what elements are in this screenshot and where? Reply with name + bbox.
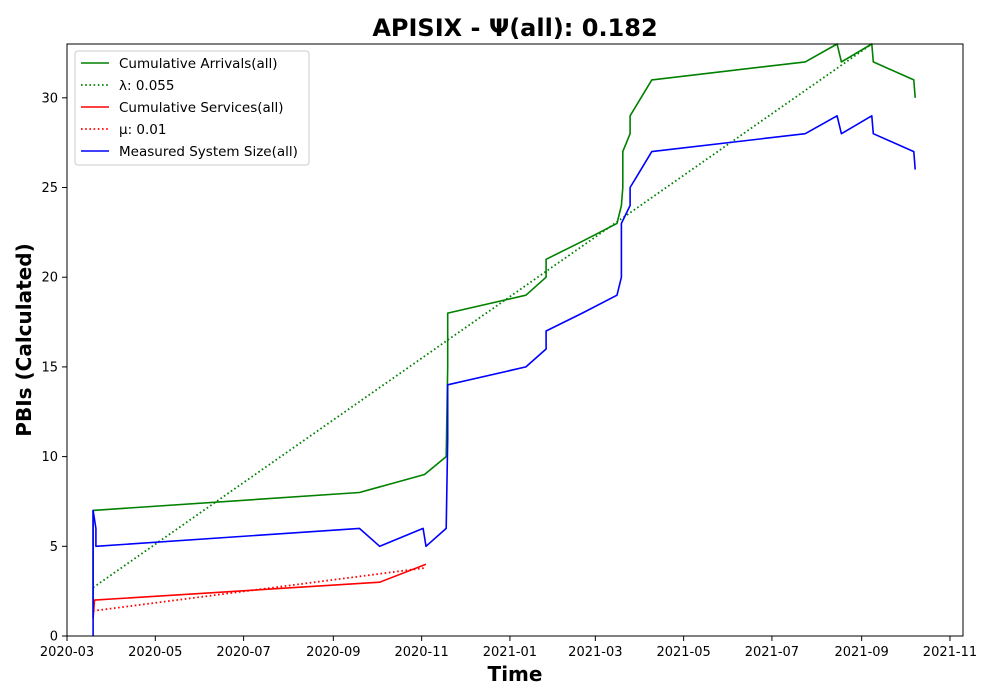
series-line-2: [92, 563, 427, 619]
x-tick-label: 2020-03: [40, 645, 94, 660]
x-tick-label: 2021-01: [483, 645, 537, 660]
x-tick-label: 2020-05: [128, 645, 182, 660]
chart-title: APISIX - Ψ(all): 0.182: [372, 14, 657, 42]
x-tick-label: 2021-05: [656, 645, 710, 660]
x-tick-label: 2020-07: [216, 645, 270, 660]
series-line-4: [92, 115, 916, 636]
y-tick-label: 0: [50, 630, 58, 645]
y-tick-label: 20: [41, 271, 58, 286]
y-tick-label: 5: [50, 540, 58, 555]
x-tick-label: 2021-07: [745, 645, 799, 660]
x-tick-label: 2021-09: [835, 645, 889, 660]
legend-box: [74, 50, 310, 166]
legend-label: λ: 0.055: [119, 78, 174, 94]
y-tick-label: 30: [41, 91, 58, 106]
series-line-1: [92, 43, 873, 589]
series-line-3: [92, 566, 427, 612]
y-tick-label: 15: [41, 360, 58, 375]
x-axis: 2020-03 2020-05 2020-07 2020-09 2020-11 2021-…: [40, 636, 977, 660]
legend-label: Cumulative Services(all): [119, 100, 284, 116]
x-axis-label: Time: [488, 662, 543, 686]
y-axis-label: PBIs (Calculated): [12, 243, 36, 436]
y-tick-label: 10: [41, 450, 58, 465]
legend-label: Cumulative Arrivals(all): [119, 56, 278, 72]
legend-label: Measured System Size(all): [119, 144, 298, 160]
series-line-0: [92, 43, 916, 619]
legend-label: μ: 0.01: [119, 122, 167, 138]
legend: Cumulative Arrivals(all) λ: 0.055 Cumulati…: [74, 50, 310, 166]
x-tick-label: 2020-09: [306, 645, 360, 660]
y-axis: 0 5 10 15 20 25 30: [41, 91, 67, 645]
plot-area: [92, 43, 916, 636]
x-tick-label: 2020-11: [394, 645, 448, 660]
x-tick-label: 2021-03: [568, 645, 622, 660]
axes-frame: [66, 43, 964, 637]
x-tick-label: 2021-11: [923, 645, 977, 660]
y-tick-label: 25: [41, 181, 58, 196]
